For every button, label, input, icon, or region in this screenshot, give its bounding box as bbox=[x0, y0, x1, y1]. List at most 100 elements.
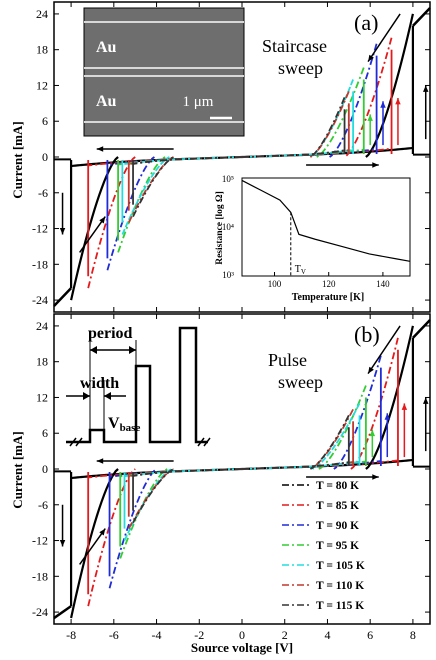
x-tick-label: -2 bbox=[194, 628, 204, 642]
curve-115K-pos-high bbox=[309, 414, 350, 470]
sweep-arrow-right-head bbox=[372, 162, 379, 168]
panel-a-annotation-line1: Staircase bbox=[262, 36, 327, 56]
y-tick-label: 6 bbox=[42, 114, 48, 128]
switch-arrow-85K-head bbox=[395, 97, 401, 105]
y-tick-label: 18 bbox=[36, 43, 48, 57]
pulse-inset: period width Vbase bbox=[66, 325, 211, 447]
curve-105K-pos-high bbox=[309, 79, 354, 158]
sem-image bbox=[83, 7, 245, 137]
sweep-arrow-pos-down-head bbox=[368, 366, 374, 374]
x-tick-label: 0 bbox=[239, 628, 245, 642]
legend-label: T = 85 K bbox=[316, 500, 359, 512]
curve-80K-neg-high bbox=[70, 156, 119, 301]
panel-a-annotation-line2: sweep bbox=[278, 58, 323, 78]
ri-ytick-bottom: 10³ bbox=[222, 270, 234, 280]
curve-115K-pos-low bbox=[241, 149, 345, 158]
legend-entry: T = 85 K bbox=[282, 500, 359, 512]
curve-110K-pos-high bbox=[309, 91, 350, 158]
pulse-waveform bbox=[66, 326, 208, 444]
y-tick-label: 24 bbox=[36, 319, 48, 333]
resistance-curve bbox=[241, 179, 411, 262]
curve-115K-pos-high bbox=[309, 97, 346, 158]
sem-label-bottom: Au bbox=[96, 93, 117, 110]
curve-105K-neg-high bbox=[121, 156, 170, 235]
curve-80K-neg-extension bbox=[53, 287, 72, 307]
curve-90K-pos-high bbox=[333, 355, 382, 470]
y-tick-label: 0 bbox=[42, 150, 48, 164]
x-tick-label: -6 bbox=[109, 628, 119, 642]
y-tick-label: -6 bbox=[38, 498, 48, 512]
ri-tv-label: TV bbox=[295, 264, 306, 276]
ri-ytick-mid: 10⁴ bbox=[222, 222, 234, 232]
y-tick-label: -18 bbox=[32, 569, 48, 583]
panel-b-label: (b) bbox=[354, 322, 380, 347]
curve-90K-neg-high bbox=[108, 468, 158, 589]
x-tick-label: -4 bbox=[152, 628, 162, 642]
y-tick-label: 0 bbox=[42, 462, 48, 476]
curve-115K-neg-low bbox=[132, 156, 243, 165]
curve-115K-pos-low bbox=[241, 461, 349, 470]
y-tick-label: -12 bbox=[32, 534, 48, 548]
curve-90K-neg-high bbox=[106, 156, 155, 271]
sweep-arrow-neg-down-head bbox=[59, 228, 66, 235]
legend: T = 80 K T = 85 K T = 90 K T = 95 K T = … bbox=[282, 480, 365, 612]
y-tick-label: 12 bbox=[36, 390, 48, 404]
legend-entry: T = 110 K bbox=[282, 580, 364, 592]
panel-b-annotation-line1: Pulse bbox=[268, 350, 307, 370]
curve-110K-neg-high bbox=[127, 468, 175, 530]
sweep-arrow-neg-up-head bbox=[99, 528, 106, 536]
curve-85K-neg-high bbox=[87, 156, 136, 289]
sweep-arrow-neg-down-head bbox=[59, 540, 66, 547]
legend-label: T = 90 K bbox=[316, 520, 359, 532]
curve-90K-pos-low bbox=[241, 460, 381, 470]
sweep-arrow-pos-down-head bbox=[368, 54, 374, 62]
sem-inset: Au Au 1 μm bbox=[83, 7, 245, 137]
sem-scale-label: 1 μm bbox=[183, 94, 214, 110]
y-tick-label: 18 bbox=[36, 355, 48, 369]
sweep-arrow-neg-up bbox=[79, 216, 106, 253]
legend-label: T = 115 K bbox=[316, 600, 364, 612]
panel-a-ylabel: Current [mA] bbox=[10, 121, 25, 198]
legend-label: T = 105 K bbox=[316, 560, 365, 572]
y-tick-label: -6 bbox=[38, 186, 48, 200]
curve-85K-pos-high bbox=[350, 337, 399, 470]
x-tick-label: 8 bbox=[410, 628, 416, 642]
panel-a-ticks: 24 18 12 6 0 -6 -12 -18 -24 bbox=[32, 2, 430, 312]
curve-80K-pos-extension bbox=[412, 319, 431, 339]
x-tick-label: 4 bbox=[324, 628, 330, 642]
panel-b-curves bbox=[53, 319, 431, 620]
sweep-arrow-pos-up-head bbox=[423, 85, 429, 92]
curve-80K-pos-extension bbox=[412, 7, 431, 27]
pulse-break-marks bbox=[69, 437, 211, 447]
sem-label-top: Au bbox=[96, 39, 117, 56]
y-tick-label: 24 bbox=[36, 7, 48, 21]
curve-95K-neg-high bbox=[119, 468, 168, 559]
switch-arrow-95K-head bbox=[367, 114, 373, 121]
switch-arrow-90K-head bbox=[384, 413, 390, 420]
width-arrowheads bbox=[83, 392, 111, 400]
period-label: period bbox=[88, 325, 133, 342]
sweep-arrow-pos-down bbox=[367, 325, 401, 375]
curve-80K-pos-high bbox=[365, 13, 414, 158]
sweep-arrow-neg-up bbox=[79, 528, 106, 565]
ri-x-tick-label: 140 bbox=[376, 279, 390, 289]
curve-85K-neg-high bbox=[87, 468, 136, 607]
legend-entry: T = 105 K bbox=[282, 560, 365, 572]
sweep-arrow-pos-down bbox=[367, 13, 401, 63]
panel-b-annotation-line2: sweep bbox=[278, 372, 323, 392]
legend-label: T = 95 K bbox=[316, 540, 359, 552]
x-tick-label: -8 bbox=[66, 628, 76, 642]
curve-105K-pos-high bbox=[312, 403, 361, 470]
curve-115K-neg-low bbox=[132, 468, 243, 477]
curve-115K-neg-high bbox=[132, 156, 175, 218]
y-tick-label: -12 bbox=[32, 222, 48, 236]
resistance-inset-plot: 100 120 140 bbox=[241, 179, 411, 289]
resistance-inset-frame bbox=[241, 177, 411, 277]
ri-xlabel: Temperature [K] bbox=[292, 292, 365, 303]
sweep-arrow-pos-up-head bbox=[423, 397, 429, 404]
sweep-arrow-left-head bbox=[96, 458, 104, 464]
x-axis-label: Source voltage [V] bbox=[191, 640, 293, 655]
legend-label: T = 80 K bbox=[316, 480, 359, 492]
